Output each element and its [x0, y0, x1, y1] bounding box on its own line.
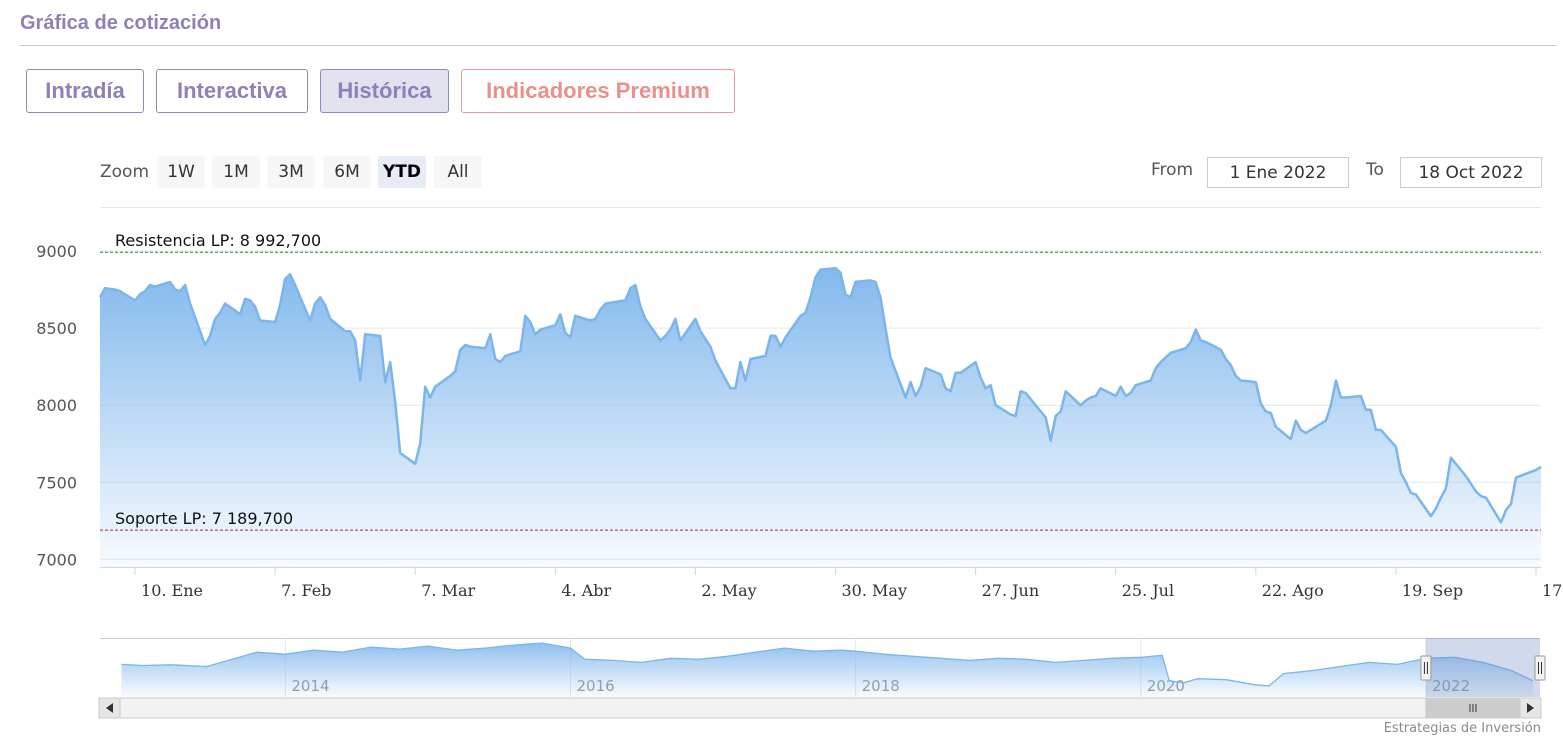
zoom-1w-button[interactable]: 1W	[157, 156, 205, 188]
navigator-left-handle[interactable]	[1420, 655, 1432, 681]
series-line	[98, 266, 1542, 524]
chart-credit: Estrategias de Inversión	[1383, 721, 1541, 736]
tab-interactiva[interactable]: Interactiva	[156, 69, 308, 113]
tab-historica[interactable]: Histórica	[320, 69, 449, 113]
y-tick-label: 7000	[36, 550, 77, 569]
navigator-right-handle[interactable]	[1534, 655, 1546, 681]
zoom-1m-button[interactable]: 1M	[212, 156, 260, 188]
navigator-area	[121, 643, 1533, 697]
range-to-input[interactable]: 18 Oct 2022	[1400, 157, 1542, 188]
zoom-6m-button[interactable]: 6M	[323, 156, 371, 188]
scrollbar-track	[98, 697, 1542, 719]
zoom-ytd-button[interactable]: YTD	[378, 156, 426, 188]
navigator-line	[121, 642, 1534, 687]
y-tick-label: 7500	[36, 473, 77, 492]
resistance-label: Resistencia LP: 8 992,700	[115, 231, 321, 250]
zoom-all-button[interactable]: All	[434, 156, 482, 188]
x-tick-label: 2. May	[701, 581, 756, 600]
range-to-label: To	[1366, 160, 1384, 180]
x-tick-label: 30. May	[842, 581, 908, 600]
range-from-input[interactable]: 1 Ene 2022	[1207, 157, 1349, 188]
x-tick-label: 7. Feb	[281, 581, 331, 600]
support-label: Soporte LP: 7 189,700	[115, 509, 293, 528]
y-tick-label: 8000	[36, 396, 77, 415]
series-area	[100, 268, 1541, 567]
x-tick-label: 7. Mar	[421, 581, 475, 600]
tab-indicadores-premium[interactable]: Indicadores Premium	[461, 69, 735, 113]
toolbar-divider	[100, 207, 1541, 208]
scroll-left-icon	[106, 703, 113, 713]
x-tick-label: 27. Jun	[982, 581, 1040, 600]
y-tick-label: 8500	[36, 319, 77, 338]
x-tick-label: 19. Sep	[1402, 581, 1463, 600]
x-tick-label: 17. Oct	[1542, 581, 1563, 600]
y-tick-label: 9000	[36, 242, 77, 261]
x-tick-label: 22. Ago	[1262, 581, 1324, 600]
title-divider	[20, 45, 1556, 46]
zoom-label: Zoom	[100, 162, 150, 182]
x-tick-label: 10. Ene	[141, 581, 203, 600]
range-from-label: From	[1151, 160, 1194, 180]
x-tick-label: 4. Abr	[561, 581, 611, 600]
page-title: Gráfica de cotización	[20, 12, 222, 34]
scroll-right-icon	[1527, 703, 1534, 713]
zoom-3m-button[interactable]: 3M	[267, 156, 315, 188]
navigator-selection[interactable]	[1425, 638, 1540, 697]
x-tick-label: 25. Jul	[1122, 581, 1174, 600]
tab-intradia[interactable]: Intradía	[26, 69, 144, 113]
